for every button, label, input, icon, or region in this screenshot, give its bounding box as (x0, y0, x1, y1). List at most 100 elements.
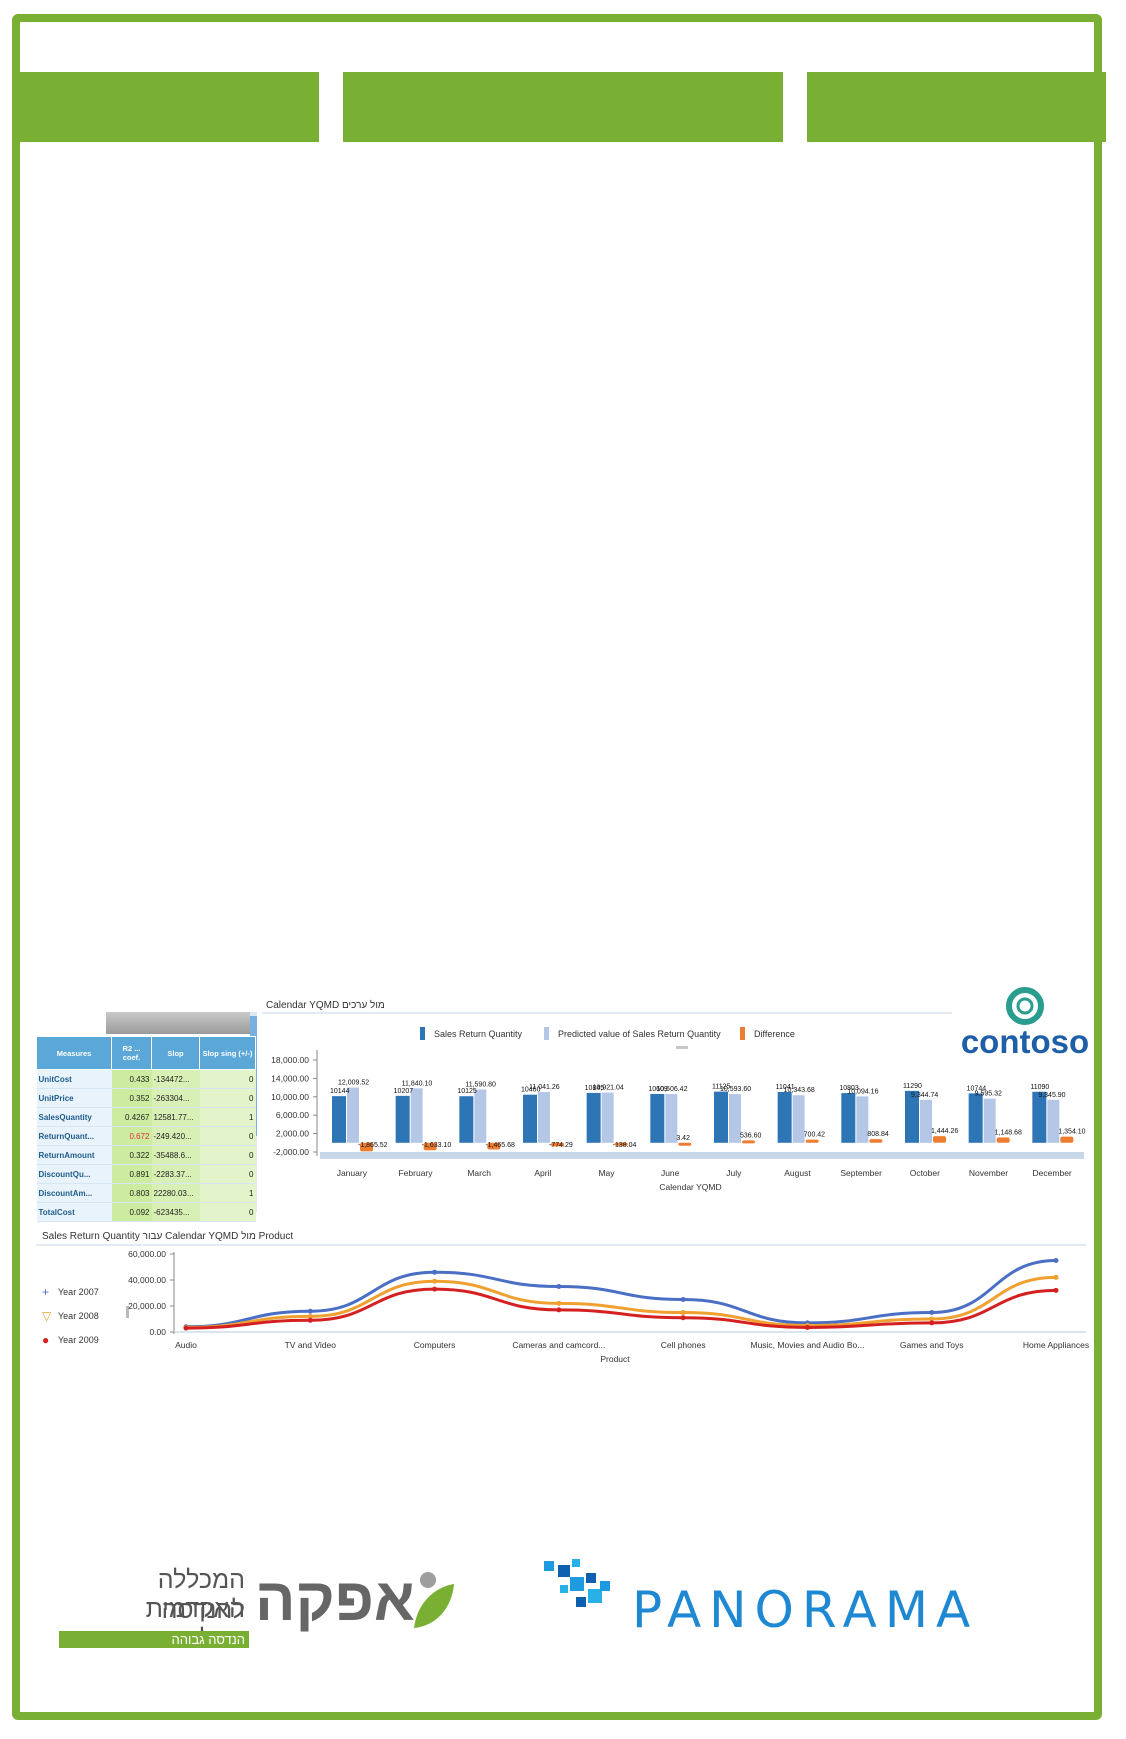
bar-difference[interactable] (742, 1140, 755, 1144)
bar-predicted[interactable] (856, 1096, 869, 1143)
bar-actual[interactable] (777, 1092, 792, 1143)
series-point[interactable] (556, 1284, 562, 1289)
legend-marker-icon: ● (42, 1333, 49, 1347)
table-row[interactable]: DiscountQu... 0.891 -2283.37... 0 (36, 1164, 256, 1184)
series-point[interactable] (1053, 1274, 1059, 1280)
bar-actual[interactable] (714, 1091, 728, 1143)
header-band-left (20, 72, 319, 142)
y-tick-label: 20,000.00 (128, 1301, 166, 1311)
series-point[interactable] (1053, 1287, 1059, 1293)
series-point[interactable] (680, 1315, 686, 1321)
series-point[interactable] (1053, 1258, 1059, 1263)
table-scroll-header[interactable] (106, 1012, 250, 1034)
series-point[interactable] (432, 1269, 438, 1275)
series-point[interactable] (432, 1278, 438, 1284)
value-label-difference: 1,148.68 (995, 1130, 1022, 1137)
bar-difference[interactable] (1060, 1136, 1074, 1143)
table-row[interactable]: SalesQuantity 0.4267 12581.77... 1 (36, 1107, 256, 1127)
bar-predicted[interactable] (665, 1094, 678, 1143)
bar-actual[interactable] (650, 1093, 665, 1143)
bar-predicted[interactable] (729, 1094, 741, 1143)
legend-entry[interactable]: Sales Return Quantity (434, 1029, 523, 1039)
contoso-logo: contoso (961, 987, 1089, 1060)
series-point[interactable] (183, 1325, 189, 1331)
value-label-predicted: 10,343.68 (784, 1087, 815, 1094)
bar-difference[interactable] (678, 1142, 692, 1146)
bar-predicted[interactable] (983, 1098, 996, 1143)
series-point[interactable] (680, 1297, 686, 1302)
bar-actual[interactable] (968, 1093, 983, 1143)
series-point[interactable] (680, 1310, 686, 1315)
bar-actual[interactable] (1032, 1091, 1047, 1143)
series-line[interactable] (185, 1275, 1057, 1329)
bar-difference[interactable] (869, 1139, 883, 1143)
bar-difference[interactable] (805, 1139, 819, 1143)
series-point[interactable] (432, 1286, 438, 1292)
value-label-difference: 808.84 (867, 1131, 889, 1138)
bar-difference[interactable] (996, 1137, 1010, 1143)
slop-sign-cell: 0 (199, 1126, 256, 1146)
col-measures[interactable]: Measures (36, 1036, 112, 1070)
bar-difference[interactable] (933, 1136, 946, 1143)
col-r2[interactable]: R2 ... coef. (111, 1036, 152, 1070)
bar-predicted[interactable] (410, 1088, 423, 1143)
bar-predicted[interactable] (920, 1099, 932, 1143)
bar-difference[interactable] (551, 1142, 564, 1147)
bar-difference[interactable] (423, 1142, 437, 1151)
legend-entry[interactable]: Year 2007 (58, 1287, 99, 1297)
table-row[interactable]: ReturnQuant... 0.672 -249.420... 0 (36, 1126, 256, 1146)
value-label-predicted: 11,840.10 (402, 1080, 433, 1087)
col-slop-sign[interactable]: Slop sing (+/-) (199, 1036, 256, 1070)
legend-handle[interactable] (676, 1046, 688, 1049)
bar-actual[interactable] (523, 1094, 537, 1143)
bar-actual[interactable] (332, 1096, 346, 1143)
value-label-predicted: 11,041.26 (529, 1084, 560, 1091)
value-label-difference: 536.60 (740, 1132, 762, 1139)
bar-predicted[interactable] (1047, 1099, 1060, 1143)
table-row[interactable]: TotalCost 0.092 -623435... 0 (36, 1202, 256, 1222)
series-point[interactable] (929, 1320, 935, 1326)
table-row[interactable]: ReturnAmount 0.322 -35488.6... 0 (36, 1145, 256, 1165)
col-slop[interactable]: Slop (151, 1036, 200, 1070)
bar-actual[interactable] (841, 1093, 856, 1143)
bar-predicted[interactable] (474, 1089, 487, 1143)
table-row[interactable]: UnitPrice 0.352 -263304... 0 (36, 1088, 256, 1108)
bar-predicted[interactable] (792, 1095, 805, 1143)
legend-entry[interactable]: Difference (754, 1029, 795, 1039)
series-point[interactable] (556, 1307, 562, 1313)
bar-actual[interactable] (459, 1096, 474, 1143)
legend-entry[interactable]: Predicted value of Sales Return Quantity (558, 1029, 721, 1039)
series-point[interactable] (556, 1300, 562, 1306)
series-point[interactable] (307, 1317, 313, 1323)
measure-cell: DiscountAm... (36, 1183, 112, 1203)
series-point[interactable] (307, 1308, 313, 1314)
table-row[interactable]: UnitCost 0.433 -134472... 0 (36, 1069, 256, 1089)
bar-actual[interactable] (586, 1092, 601, 1143)
bar-difference[interactable] (487, 1142, 501, 1150)
legend-entry[interactable]: Year 2009 (58, 1335, 99, 1345)
y-tick-label: 10,000.00 (271, 1092, 309, 1102)
series-point[interactable] (307, 1313, 313, 1319)
slop-cell: -35488.6... (151, 1145, 200, 1165)
bar-actual[interactable] (395, 1095, 410, 1143)
table-row[interactable]: DiscountAm... 0.803 22280.03... 1 (36, 1183, 256, 1203)
bar-predicted[interactable] (601, 1092, 614, 1143)
bar-difference[interactable] (614, 1142, 628, 1146)
r2-cell: 0.092 (111, 1202, 152, 1222)
r2-cell: 0.322 (111, 1145, 152, 1165)
legend-handle[interactable] (126, 1306, 129, 1318)
legend-entry[interactable]: Year 2008 (58, 1311, 99, 1321)
bar-predicted[interactable] (347, 1087, 359, 1143)
value-label-difference: 700.42 (804, 1132, 826, 1139)
series-point[interactable] (929, 1310, 935, 1315)
series-point[interactable] (929, 1316, 935, 1322)
slop-sign-cell: 0 (199, 1069, 256, 1089)
bar-actual[interactable] (905, 1090, 919, 1143)
series-point[interactable] (804, 1324, 810, 1330)
slop-sign-cell: 1 (199, 1107, 256, 1127)
series-line[interactable] (185, 1287, 1057, 1330)
bar-predicted[interactable] (538, 1092, 550, 1143)
bar-difference[interactable] (360, 1142, 373, 1152)
slop-cell: -249.420... (151, 1126, 200, 1146)
x-axis-title: Calendar YQMD (659, 1182, 721, 1192)
